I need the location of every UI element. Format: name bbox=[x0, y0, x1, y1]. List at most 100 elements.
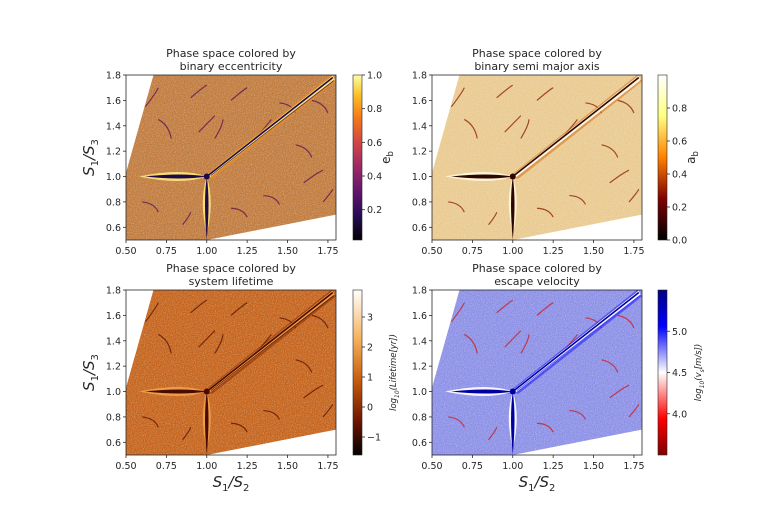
colorbar-tick-label: 0.8 bbox=[672, 104, 687, 115]
curve-streak bbox=[311, 99, 329, 114]
x-tick-label: 1.25 bbox=[237, 461, 258, 472]
diagonal-ridge-outer bbox=[200, 75, 336, 179]
x-tick-label: 1.75 bbox=[623, 461, 644, 472]
y-tick-label: 1.2 bbox=[412, 362, 427, 373]
y-tick-label: 1.4 bbox=[412, 336, 427, 347]
curve-streak bbox=[496, 84, 514, 99]
horizontal-lobe-core bbox=[450, 174, 513, 179]
y-tick-label: 1.2 bbox=[412, 147, 427, 158]
y-tick-label: 0.8 bbox=[106, 412, 121, 423]
curve-streak bbox=[628, 188, 640, 203]
central-node bbox=[509, 388, 516, 395]
x-tick-label: 1.25 bbox=[237, 246, 258, 257]
diagonal-ridge-line bbox=[210, 295, 335, 391]
curve-streak bbox=[230, 87, 248, 101]
heatmap-features bbox=[138, 290, 336, 455]
x-tick-label: 1.25 bbox=[543, 246, 564, 257]
colorbar-tick-label: 4.5 bbox=[672, 368, 687, 379]
curve-streak bbox=[628, 403, 640, 418]
heatmap-features bbox=[444, 290, 642, 455]
curve-streak bbox=[182, 211, 192, 226]
horizontal-lobe-core bbox=[450, 389, 513, 394]
axes-frame bbox=[125, 74, 337, 241]
y-tick-label: 1.6 bbox=[106, 311, 121, 322]
curve-streak bbox=[303, 384, 324, 399]
curve-streak bbox=[601, 359, 619, 373]
y-tick-label: 1.0 bbox=[106, 387, 121, 398]
x-tick-label: 1.00 bbox=[196, 246, 217, 257]
vertical-lobe-core bbox=[511, 176, 515, 240]
curve-streak bbox=[142, 416, 159, 428]
y-tick-label: 0.6 bbox=[106, 438, 121, 449]
curve-streak bbox=[142, 201, 159, 213]
curve-streak bbox=[609, 384, 630, 399]
curve-streak bbox=[609, 169, 630, 184]
colorbar bbox=[352, 74, 363, 241]
x-tick-label: 0.75 bbox=[156, 246, 177, 257]
colorbar-label: log10(Lifetime[yr]) bbox=[389, 334, 401, 411]
colorbar-tick-label: 1.0 bbox=[367, 71, 382, 82]
panel-title-line: Phase space colored by bbox=[166, 262, 296, 275]
curve-streak bbox=[450, 302, 465, 323]
colorbar-tick-label: 3 bbox=[367, 313, 373, 324]
axes-frame bbox=[431, 289, 643, 456]
y-tick-label: 1.0 bbox=[412, 172, 427, 183]
curve-streak bbox=[295, 144, 313, 158]
x-tick-label: 0.50 bbox=[421, 461, 442, 472]
axes-frame bbox=[431, 74, 643, 241]
curve-streak bbox=[496, 299, 514, 314]
colorbar bbox=[352, 289, 363, 456]
x-tick-label: 1.75 bbox=[623, 246, 644, 257]
curve-streak bbox=[504, 115, 522, 133]
diagonal-ridge-line bbox=[512, 291, 640, 393]
curve-streak bbox=[520, 334, 530, 354]
curve-streak bbox=[617, 314, 635, 329]
curve-streak bbox=[601, 144, 619, 158]
curve-streak bbox=[263, 409, 281, 420]
vertical-lobe-core bbox=[205, 391, 209, 455]
y-tick-label: 0.6 bbox=[412, 438, 427, 449]
y-tick-label: 0.6 bbox=[412, 223, 427, 234]
x-tick-label: 0.50 bbox=[421, 246, 442, 257]
curve-streak bbox=[230, 207, 248, 218]
x-tick-label: 1.25 bbox=[543, 461, 564, 472]
y-tick-label: 1.4 bbox=[106, 336, 121, 347]
y-axis-label: S1/S3 bbox=[80, 139, 101, 176]
central-node bbox=[203, 173, 210, 180]
x-tick-label: 1.00 bbox=[502, 461, 523, 472]
curve-streak bbox=[263, 194, 281, 205]
y-tick-label: 1.6 bbox=[412, 96, 427, 107]
x-axis-label: S1/S2 bbox=[519, 473, 556, 494]
colorbar-tick-label: 1 bbox=[367, 373, 373, 384]
panel-title-line: Phase space colored by bbox=[472, 47, 602, 60]
curve-streak bbox=[617, 99, 635, 114]
colorbar bbox=[657, 289, 668, 456]
colorbar-tick-label: 0.4 bbox=[672, 170, 687, 181]
diagonal-ridge-outer bbox=[506, 290, 642, 394]
colorbar-tick-label: 0 bbox=[367, 403, 373, 414]
x-tick-label: 0.75 bbox=[462, 461, 483, 472]
diagonal-ridge-line bbox=[512, 76, 640, 178]
panel-title-line: binary semi major axis bbox=[474, 60, 600, 73]
curve-streak bbox=[182, 426, 192, 441]
curve-streak bbox=[536, 207, 554, 218]
colorbar-tick-label: 0.8 bbox=[367, 104, 382, 115]
y-tick-label: 1.2 bbox=[106, 147, 121, 158]
panel-title-line: system lifetime bbox=[189, 275, 274, 288]
curve-streak bbox=[295, 359, 313, 373]
y-tick-label: 1.8 bbox=[412, 71, 427, 82]
curve-streak bbox=[536, 302, 554, 316]
axes-frame bbox=[125, 289, 337, 456]
colorbar bbox=[657, 74, 668, 241]
curve-streak bbox=[214, 334, 224, 354]
horizontal-lobe-core bbox=[144, 389, 207, 394]
colorbar-tick-label: 5.0 bbox=[672, 327, 687, 338]
curve-streak bbox=[520, 119, 530, 139]
y-tick-label: 0.8 bbox=[412, 197, 427, 208]
curve-streak bbox=[448, 201, 465, 213]
diagonal-ridge-line bbox=[516, 80, 641, 176]
vertical-lobe-core bbox=[511, 391, 515, 455]
colorbar-label: log10(vs[m/s]) bbox=[694, 344, 706, 402]
